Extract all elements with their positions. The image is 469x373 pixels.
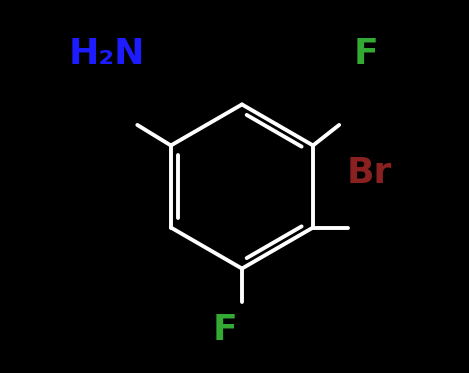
Text: F: F — [213, 313, 238, 347]
Text: F: F — [354, 37, 378, 71]
Text: Br: Br — [347, 156, 392, 191]
Text: H₂N: H₂N — [68, 37, 145, 71]
